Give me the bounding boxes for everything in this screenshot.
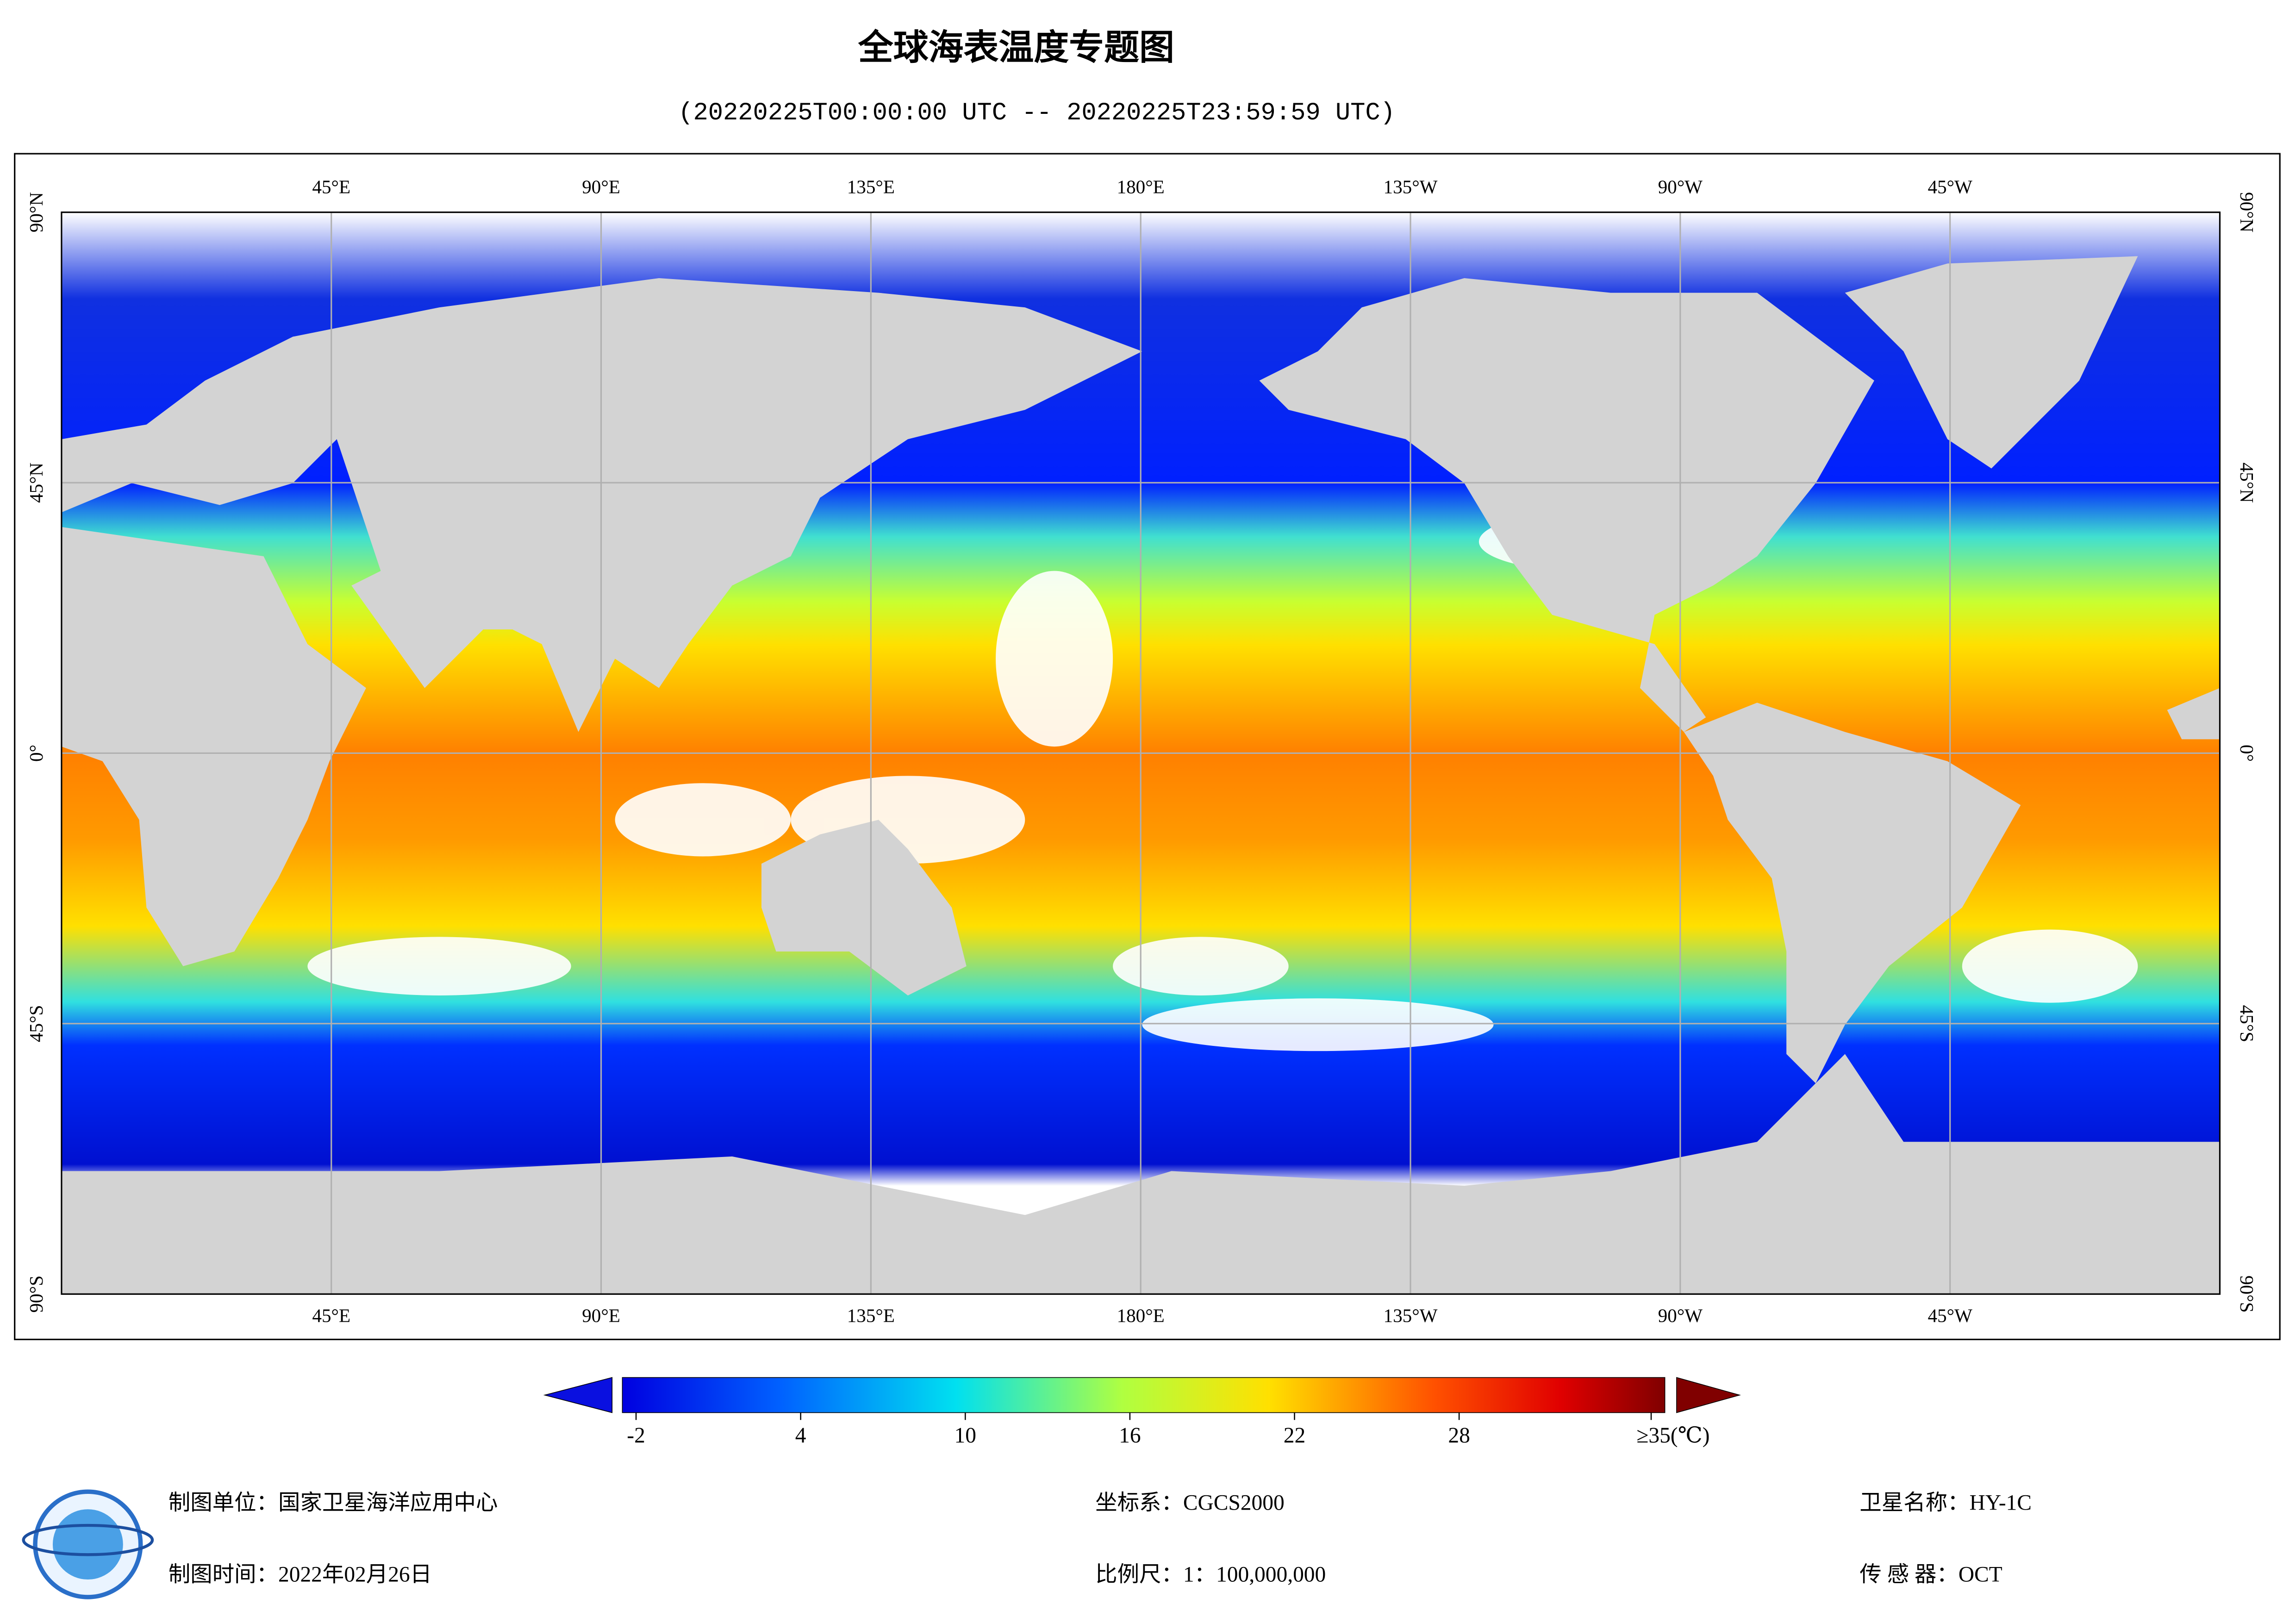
map-time: 制图时间：2022年02月26日 — [168, 1563, 432, 1587]
lon-label-bottom: 90°E — [582, 1305, 620, 1326]
colorbar-tick-label: 10 — [955, 1424, 976, 1448]
lat-label-left: 45°S — [25, 1005, 47, 1042]
colorbar-over-arrow — [1676, 1377, 1741, 1413]
lat-label-right: 90°S — [2236, 1275, 2258, 1312]
colorbar-tick-label: 16 — [1119, 1424, 1141, 1448]
lat-label-right: 45°N — [2236, 462, 2258, 503]
lat-label-left: 90°S — [25, 1275, 47, 1312]
lat-label-left: 90°N — [25, 192, 47, 232]
lon-label-top: 135°W — [1384, 176, 1438, 197]
lon-label-top: 45°E — [312, 176, 350, 197]
lon-label-top: 135°E — [847, 176, 895, 197]
colorbar-tick-label: ≥35(℃) — [1636, 1424, 1710, 1448]
lon-label-bottom: 90°W — [1658, 1305, 1703, 1326]
lon-label-bottom: 135°E — [847, 1305, 895, 1326]
lon-label-top: 90°W — [1658, 176, 1703, 197]
title: 全球海表温度专题图 — [858, 27, 1174, 68]
lon-label-top: 90°E — [582, 176, 620, 197]
lon-label-bottom: 45°E — [312, 1305, 350, 1326]
lat-label-right: 0° — [2236, 745, 2258, 762]
lat-label-right: 90°N — [2236, 192, 2258, 232]
map-scale: 比例尺：1：100,000,000 — [1095, 1563, 1326, 1587]
colorbar-under-arrow — [543, 1377, 613, 1413]
lon-label-top: 180°E — [1117, 176, 1165, 197]
colorbar-tick-label: 4 — [795, 1424, 806, 1448]
sensor-name: 传 感 器：OCT — [1859, 1563, 2002, 1587]
colorbar — [622, 1377, 1666, 1413]
map — [61, 211, 2221, 1295]
lat-label-left: 45°N — [25, 462, 47, 503]
logo — [22, 1489, 154, 1599]
map-frame — [14, 153, 2281, 1340]
lon-label-top: 45°W — [1928, 176, 1972, 197]
lon-label-bottom: 45°W — [1928, 1305, 1972, 1326]
colorbar-tick-label: 22 — [1284, 1424, 1305, 1448]
lon-label-bottom: 135°W — [1384, 1305, 1438, 1326]
coordinate-system: 坐标系：CGCS2000 — [1095, 1491, 1285, 1515]
subtitle: (20220225T00:00:00 UTC -- 20220225T23:59… — [678, 99, 1395, 127]
colorbar-tick-label: 28 — [1448, 1424, 1470, 1448]
lat-label-left: 0° — [25, 745, 47, 762]
lat-label-right: 45°S — [2236, 1005, 2258, 1042]
satellite-name: 卫星名称：HY-1C — [1859, 1491, 2032, 1515]
map-border — [61, 211, 2221, 1295]
map-unit: 制图单位：国家卫星海洋应用中心 — [168, 1491, 498, 1515]
lon-label-bottom: 180°E — [1117, 1305, 1165, 1326]
colorbar-tick-label: -2 — [627, 1424, 645, 1448]
